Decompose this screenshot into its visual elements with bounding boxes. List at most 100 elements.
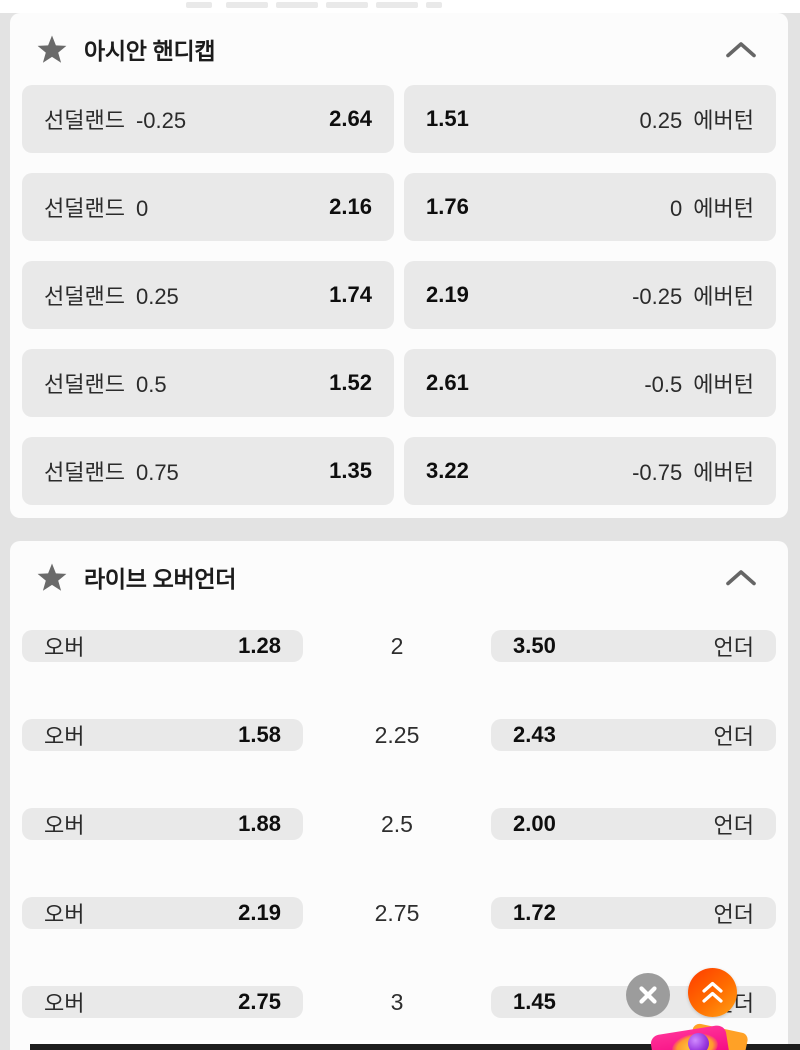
handicap-line-value: -0.75 xyxy=(632,460,683,485)
under-label: 언더 xyxy=(713,635,754,660)
home-team-label: 선덜랜드 xyxy=(44,460,125,485)
away-handicap-odds-button[interactable]: 2.19 -0.25 에버턴 xyxy=(404,261,776,329)
over-odds-button[interactable]: 오버 2.75 xyxy=(22,986,303,1018)
away-team-label: 에버턴 xyxy=(693,372,754,397)
cutoff-text-remnant xyxy=(376,2,418,8)
close-button[interactable] xyxy=(626,973,670,1017)
odds-value: 2.75 xyxy=(238,989,281,1014)
handicap-line-value: -0.25 xyxy=(632,284,683,309)
cutoff-text-remnant xyxy=(276,2,318,8)
odds-value: 3.50 xyxy=(513,633,556,658)
odds-value: 1.28 xyxy=(238,633,281,658)
asian-handicap-header[interactable]: 아시안 핸디캡 xyxy=(10,13,788,85)
odds-value: 3.22 xyxy=(426,458,469,483)
odds-value: 1.45 xyxy=(513,989,556,1014)
odds-value: 1.72 xyxy=(513,900,556,925)
cutoff-text-remnant xyxy=(186,2,212,8)
handicap-line-value: 0.25 xyxy=(639,108,683,133)
home-team-label: 선덜랜드 xyxy=(44,196,125,221)
collapse-button[interactable] xyxy=(721,565,761,590)
double-chevron-up-icon xyxy=(702,981,723,1003)
handicap-row: 선덜랜드 0.25 1.74 2.19 -0.25 에버턴 xyxy=(22,261,776,329)
event-ticket-icon[interactable] xyxy=(649,1022,750,1050)
under-odds-button[interactable]: 3.50 언더 xyxy=(491,630,776,662)
away-team-label: 에버턴 xyxy=(693,196,754,221)
chevron-up-icon xyxy=(726,41,756,57)
chevron-up-icon xyxy=(726,569,756,585)
away-handicap-odds-button[interactable]: 2.61 -0.5 에버턴 xyxy=(404,349,776,417)
handicap-row: 선덜랜드 0.5 1.52 2.61 -0.5 에버턴 xyxy=(22,349,776,417)
odds-value: 2.19 xyxy=(238,900,281,925)
odds-value: 1.52 xyxy=(329,370,372,395)
odds-value: 1.35 xyxy=(329,458,372,483)
over-under-row: 오버 2.19 2.75 1.72 언더 xyxy=(22,880,776,946)
handicap-line-value: 0 xyxy=(135,196,149,221)
cutoff-text-remnant xyxy=(426,2,442,8)
over-label: 오버 xyxy=(44,724,85,749)
collapse-button[interactable] xyxy=(721,37,761,62)
over-odds-button[interactable]: 오버 1.88 xyxy=(22,808,303,840)
handicap-line-value: 0.25 xyxy=(135,284,179,309)
over-odds-button[interactable]: 오버 1.28 xyxy=(22,630,303,662)
home-team-label: 선덜랜드 xyxy=(44,284,125,309)
odds-value: 1.88 xyxy=(238,811,281,836)
away-team-label: 에버턴 xyxy=(693,284,754,309)
home-team-label: 선덜랜드 xyxy=(44,108,125,133)
section-title: 아시안 핸디캡 xyxy=(84,38,216,64)
over-under-row: 오버 1.28 2 3.50 언더 xyxy=(22,613,776,679)
under-odds-button[interactable]: 2.00 언더 xyxy=(491,808,776,840)
over-under-row: 오버 1.58 2.25 2.43 언더 xyxy=(22,702,776,768)
under-odds-button[interactable]: 2.43 언더 xyxy=(491,719,776,751)
total-line-value: 2.75 xyxy=(374,899,420,926)
away-handicap-odds-button[interactable]: 3.22 -0.75 에버턴 xyxy=(404,437,776,505)
cutoff-content-strip xyxy=(0,0,800,13)
odds-value: 1.74 xyxy=(329,282,372,307)
home-handicap-odds-button[interactable]: 선덜랜드 -0.25 2.64 xyxy=(22,85,394,153)
home-handicap-odds-button[interactable]: 선덜랜드 0.5 1.52 xyxy=(22,349,394,417)
cutoff-text-remnant xyxy=(326,2,368,8)
odds-value: 1.51 xyxy=(426,106,469,131)
star-icon xyxy=(37,35,67,64)
away-handicap-odds-button[interactable]: 1.51 0.25 에버턴 xyxy=(404,85,776,153)
home-handicap-odds-button[interactable]: 선덜랜드 0.25 1.74 xyxy=(22,261,394,329)
odds-value: 2.43 xyxy=(513,722,556,747)
over-label: 오버 xyxy=(44,902,85,927)
odds-value: 2.61 xyxy=(426,370,469,395)
over-label: 오버 xyxy=(44,813,85,838)
odds-value: 1.76 xyxy=(426,194,469,219)
over-odds-button[interactable]: 오버 1.58 xyxy=(22,719,303,751)
over-label: 오버 xyxy=(44,635,85,660)
handicap-line-value: -0.5 xyxy=(644,372,683,397)
total-line-value: 2.25 xyxy=(374,721,420,748)
home-handicap-odds-button[interactable]: 선덜랜드 0 2.16 xyxy=(22,173,394,241)
over-odds-button[interactable]: 오버 2.19 xyxy=(22,897,303,929)
total-line-value: 2.5 xyxy=(381,810,413,837)
section-title: 라이브 오버언더 xyxy=(84,566,237,592)
odds-value: 1.58 xyxy=(238,722,281,747)
odds-value: 2.16 xyxy=(329,194,372,219)
under-label: 언더 xyxy=(713,813,754,838)
scroll-to-top-button[interactable] xyxy=(688,968,737,1017)
odds-value: 2.64 xyxy=(329,106,372,131)
handicap-line-value: 0.5 xyxy=(135,372,167,397)
home-team-label: 선덜랜드 xyxy=(44,372,125,397)
over-under-header[interactable]: 라이브 오버언더 xyxy=(10,541,788,613)
under-odds-button[interactable]: 1.72 언더 xyxy=(491,897,776,929)
away-handicap-odds-button[interactable]: 1.76 0 에버턴 xyxy=(404,173,776,241)
under-label: 언더 xyxy=(713,724,754,749)
asian-handicap-section: 아시안 핸디캡 선덜랜드 -0.25 2.64 1.51 0.25 에버턴 xyxy=(10,13,788,518)
over-label: 오버 xyxy=(44,991,85,1016)
handicap-row: 선덜랜드 -0.25 2.64 1.51 0.25 에버턴 xyxy=(22,85,776,153)
handicap-line-value: -0.25 xyxy=(135,108,187,133)
cutoff-text-remnant xyxy=(226,2,268,8)
handicap-line-value: 0 xyxy=(670,196,683,221)
total-line-value: 3 xyxy=(390,988,404,1015)
odds-value: 2.19 xyxy=(426,282,469,307)
x-icon xyxy=(639,986,657,1004)
star-icon xyxy=(37,563,67,592)
handicap-line-value: 0.75 xyxy=(135,460,179,485)
away-team-label: 에버턴 xyxy=(693,108,754,133)
home-handicap-odds-button[interactable]: 선덜랜드 0.75 1.35 xyxy=(22,437,394,505)
gem-icon xyxy=(688,1033,709,1050)
